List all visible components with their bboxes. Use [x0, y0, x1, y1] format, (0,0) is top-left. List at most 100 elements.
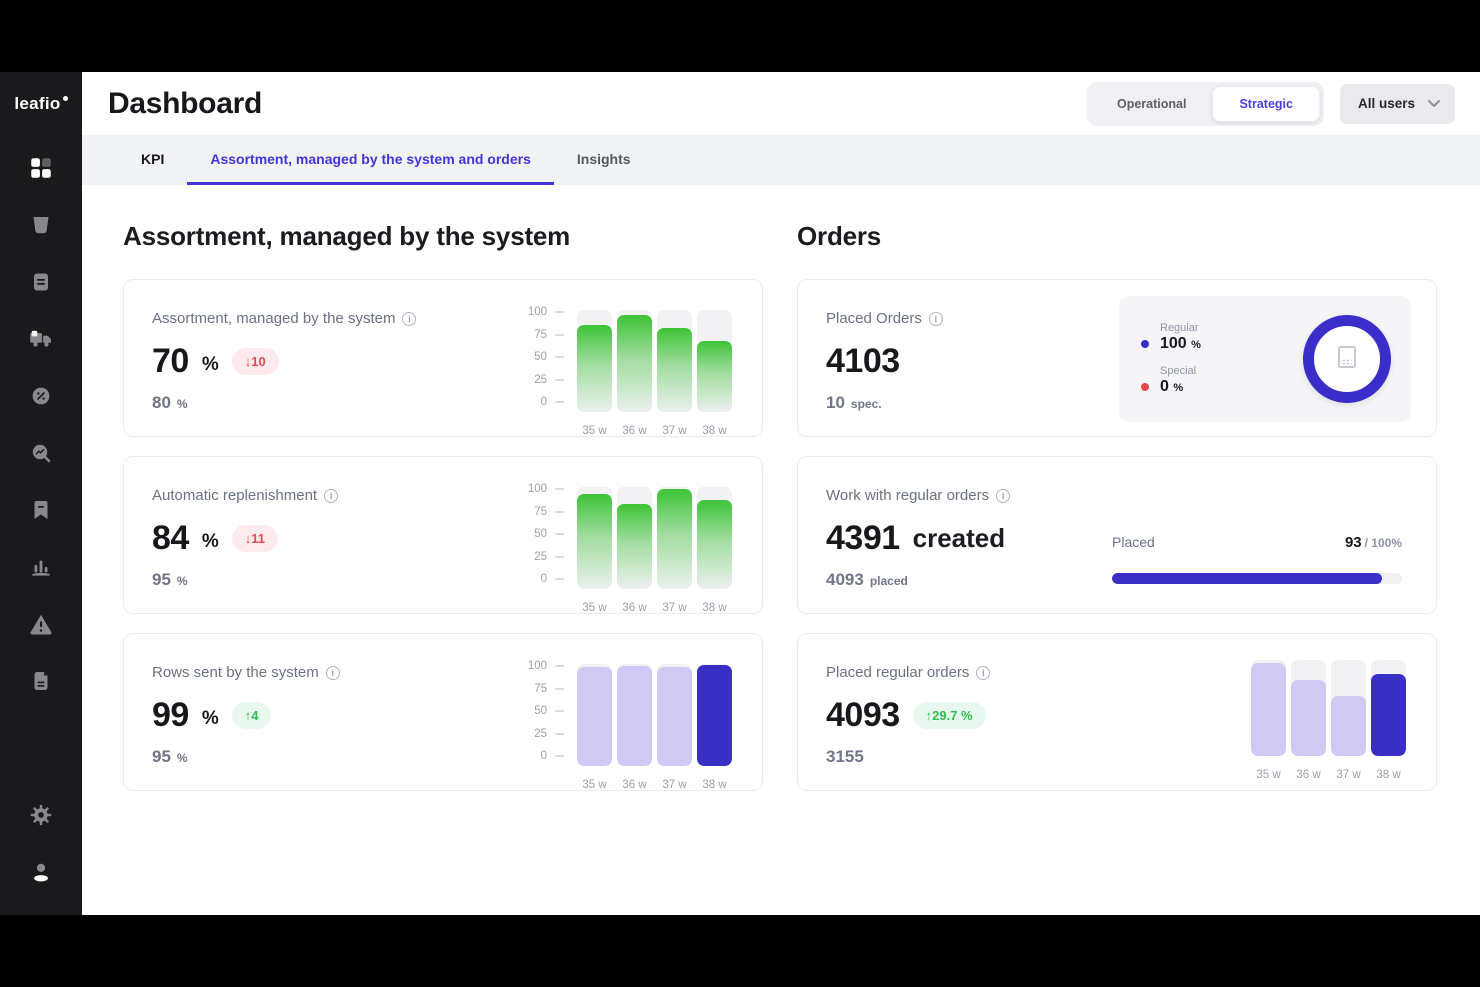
- kpi-secondary-value: 95: [152, 570, 171, 589]
- tab-kpi[interactable]: KPI: [141, 150, 165, 167]
- chart-y-axis: 100 75 50 25 0: [521, 660, 564, 762]
- chart-bar: 35 w: [577, 310, 612, 437]
- chevron-down-icon: [1427, 96, 1441, 111]
- chart-bar: 36 w: [617, 664, 652, 791]
- app-window: leafio: [0, 72, 1480, 915]
- chart-bar: 35 w: [577, 664, 612, 791]
- orders-legend: Regular 100 % Special 0 %: [1141, 322, 1201, 396]
- kpi-value: 84: [152, 519, 189, 557]
- card-title: Work with regular orders i: [826, 487, 1011, 504]
- file-icon: [29, 669, 53, 693]
- tab-bar: KPI Assortment, managed by the system an…: [82, 135, 1480, 185]
- chart-y-axis: 100 75 50 25 0: [521, 483, 564, 585]
- card-placed-regular-orders: Placed regular orders i 4093 ↑29.7 % 315…: [797, 633, 1437, 791]
- sidebar-item-reports[interactable]: [21, 550, 61, 584]
- main-area: Dashboard Operational Strategic All user…: [82, 72, 1480, 915]
- info-icon[interactable]: i: [402, 311, 417, 326]
- card-title: Placed regular orders i: [826, 664, 991, 681]
- brand-logo-dot: [62, 96, 68, 101]
- chart-bar: 37 w: [1331, 660, 1366, 781]
- card-title: Assortment, managed by the system i: [152, 310, 417, 327]
- chart-bar: 35 w: [577, 487, 612, 614]
- chart-bar: 38 w: [1371, 660, 1406, 781]
- sidebar-item-assortment[interactable]: [21, 208, 61, 242]
- assortment-section: Assortment, managed by the system Assort…: [123, 221, 763, 915]
- bookmark-icon: [29, 498, 53, 522]
- card-title: Rows sent by the system i: [152, 664, 340, 681]
- gear-icon: [28, 802, 54, 828]
- sidebar-item-analytics-search[interactable]: [21, 436, 61, 470]
- info-icon[interactable]: i: [928, 311, 943, 326]
- kpi-secondary-value: 95: [152, 747, 171, 766]
- progress-fill: [1112, 573, 1382, 584]
- kpi-secondary-unit: %: [176, 574, 188, 588]
- legend-regular: Regular 100 %: [1141, 322, 1201, 353]
- chart-bar: 37 w: [657, 310, 692, 437]
- chart-bars: 35 w 36 w 37 w 38 w: [577, 310, 732, 437]
- document-icon: [29, 270, 53, 294]
- cup-icon: [29, 213, 53, 237]
- search-trend-icon: [29, 441, 53, 465]
- info-icon[interactable]: i: [325, 665, 340, 680]
- sidebar-item-bookmarks[interactable]: [21, 493, 61, 527]
- sidebar-item-documents[interactable]: [21, 265, 61, 299]
- sidebar-bottom: [21, 798, 61, 889]
- mini-bar-chart: 100 75 50 25 0 35 w 36 w 37 w 38 w: [521, 660, 732, 791]
- chart-bars: 35 w 36 w 37 w 38 w: [577, 664, 732, 791]
- delta-badge: ↓10: [231, 348, 279, 375]
- info-icon[interactable]: i: [996, 488, 1011, 503]
- chart-bar: 36 w: [617, 310, 652, 437]
- info-icon[interactable]: i: [976, 665, 991, 680]
- all-users-dropdown[interactable]: All users: [1339, 83, 1455, 124]
- sidebar-item-alerts[interactable]: [21, 607, 61, 641]
- header-controls: Operational Strategic All users: [1087, 81, 1455, 126]
- legend-value: 100 %: [1160, 335, 1201, 352]
- warning-triangle-icon: [28, 611, 54, 637]
- kpi-secondary-unit: placed: [869, 574, 908, 588]
- card-work-regular-orders: Work with regular orders i 4391 created …: [797, 456, 1437, 614]
- legend-label: Regular: [1160, 322, 1199, 334]
- sidebar-nav: [0, 135, 82, 798]
- progress-total: / 100%: [1364, 536, 1402, 550]
- sidebar-item-settings[interactable]: [21, 798, 61, 832]
- all-users-label: All users: [1357, 96, 1415, 111]
- sidebar-item-dashboard[interactable]: [21, 151, 61, 185]
- toggle-strategic[interactable]: Strategic: [1212, 85, 1320, 122]
- kpi-unit: %: [201, 353, 219, 375]
- sidebar-item-promotions[interactable]: [21, 379, 61, 413]
- progress-value: 93: [1344, 534, 1362, 551]
- kpi-secondary-unit: spec.: [850, 397, 882, 411]
- kpi-value: 4103: [826, 342, 900, 380]
- tab-assortment-orders[interactable]: Assortment, managed by the system and or…: [187, 135, 554, 185]
- chart-bar: 36 w: [617, 487, 652, 614]
- mini-bar-chart: 100 75 50 25 0 35 w 36 w 37 w 38 w: [521, 306, 732, 437]
- sidebar-item-files[interactable]: [21, 664, 61, 698]
- chart-bar: 37 w: [657, 487, 692, 614]
- info-icon[interactable]: i: [324, 488, 339, 503]
- kpi-value: 4391: [826, 519, 900, 557]
- mini-bar-chart: 35 w 36 w 37 w 38 w: [1251, 660, 1406, 790]
- toggle-operational[interactable]: Operational: [1117, 96, 1187, 111]
- user-icon: [28, 859, 54, 885]
- legend-value: 0 %: [1160, 378, 1184, 395]
- progress-label: Placed: [1112, 534, 1155, 550]
- card-automatic-replenishment: Automatic replenishment i 84 % ↓11 95 %: [123, 456, 763, 614]
- orders-section-title: Orders: [797, 221, 882, 251]
- chart-bar: 35 w: [1251, 660, 1286, 781]
- kpi-value: 70: [152, 342, 189, 380]
- regular-dot: [1141, 340, 1149, 348]
- orders-donut-chart: [1303, 315, 1391, 403]
- assortment-section-title: Assortment, managed by the system: [123, 221, 571, 251]
- card-title: Automatic replenishment i: [152, 487, 339, 504]
- sidebar-item-supply[interactable]: [21, 322, 61, 356]
- orders-section: Orders Placed Orders i 4103 10: [797, 221, 1437, 915]
- kpi-value: 4093: [826, 696, 900, 734]
- dashboard-grid-icon: [28, 155, 54, 181]
- special-dot: [1141, 383, 1149, 391]
- placed-progress: Placed 93 / 100%: [1112, 534, 1402, 584]
- progress-track: [1112, 573, 1402, 584]
- sidebar-item-profile[interactable]: [21, 855, 61, 889]
- chart-bar: 36 w: [1291, 660, 1326, 781]
- tab-insights[interactable]: Insights: [576, 150, 631, 167]
